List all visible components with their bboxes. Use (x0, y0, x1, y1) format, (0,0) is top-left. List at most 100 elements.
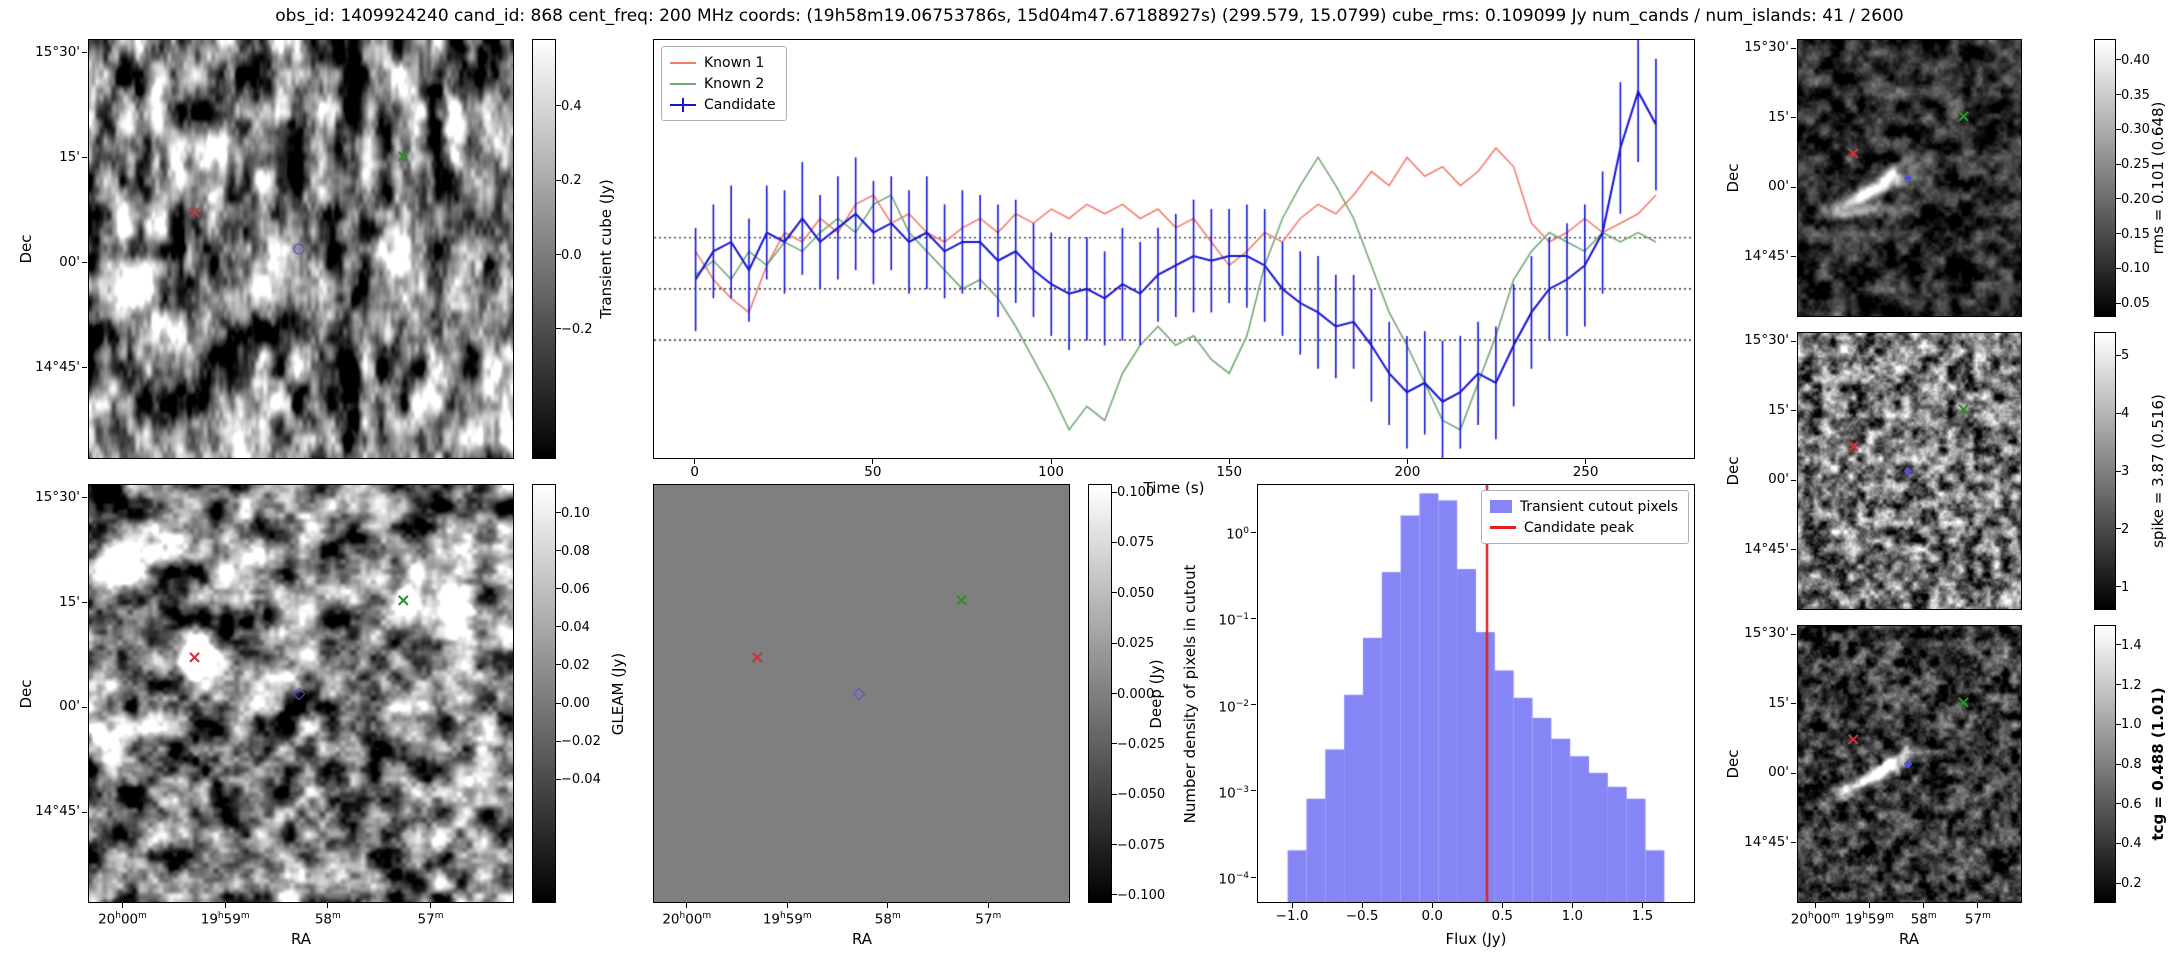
tick-label: 14°45' (35, 803, 80, 820)
gleam-colorbar (532, 484, 556, 903)
tick-label: 19h59m (1845, 911, 1894, 928)
tick-label: 14°45' (1744, 540, 1789, 557)
deep-colorbar (1088, 484, 1112, 903)
tick-label: −1.0 (1275, 908, 1309, 924)
tick-mark (1641, 903, 1643, 908)
tick-mark (82, 811, 87, 813)
tick-mark (694, 459, 696, 464)
red-x-marker: × (186, 202, 203, 224)
tick-label: 0 (690, 464, 699, 480)
histogram-plot (1258, 485, 1694, 902)
tick-label: 0.4 (2121, 836, 2142, 852)
tick-label: 15°30' (1744, 39, 1789, 56)
tick-mark (2116, 233, 2121, 235)
legend-item: Transient cutout pixels (1489, 496, 1678, 517)
tick-label: 0.04 (561, 619, 590, 635)
tick-label: 10−1 (1218, 612, 1249, 629)
tick-mark (1112, 541, 1117, 543)
tick-label: 200 (1394, 464, 1421, 480)
tcg-ra-label: RA (1898, 930, 1920, 948)
tick-mark (1251, 617, 1256, 619)
tick-label: 1.0 (2121, 717, 2142, 733)
tick-label: 100 (1226, 526, 1249, 543)
tcg-colorbar (2094, 625, 2116, 903)
candidate-marker (293, 243, 305, 255)
tick-label: 00' (1768, 764, 1789, 781)
tick-mark (1814, 903, 1816, 908)
tick-label: 15' (59, 593, 80, 610)
tick-mark (887, 903, 889, 908)
spike-colorbar (2094, 332, 2116, 610)
tick-mark (1791, 772, 1796, 774)
tick-mark (2116, 267, 2121, 269)
tick-mark (1791, 186, 1796, 188)
legend-line-swatch (670, 82, 696, 85)
tick-mark (1791, 633, 1796, 635)
tick-label: −0.025 (1117, 736, 1166, 752)
tick-label: −0.04 (561, 772, 601, 788)
gleam-ra-label: RA (290, 930, 312, 948)
tick-mark (786, 903, 788, 908)
tick-mark (1251, 704, 1256, 706)
figure-title: obs_id: 1409924240 cand_id: 868 cent_fre… (275, 6, 1904, 26)
lightcurve-legend: Known 1 Known 2 Candidate (661, 46, 787, 121)
tick-label: 0.20 (2121, 191, 2150, 207)
tick-label: 0.4 (561, 98, 582, 114)
tick-label: 15' (59, 148, 80, 165)
tick-label: 0.2 (2121, 876, 2142, 892)
red-x-marker: × (1845, 436, 1861, 458)
tick-mark (82, 157, 87, 159)
tick-label: 0.30 (2121, 122, 2150, 138)
tick-mark (556, 702, 561, 704)
tick-mark (1501, 903, 1503, 908)
tick-mark (122, 903, 123, 908)
tick-label: 0.00 (561, 696, 590, 712)
tick-mark (556, 588, 561, 590)
tick-mark (1050, 459, 1052, 464)
tick-label: 58m (1910, 911, 1937, 928)
tick-mark (1406, 459, 1408, 464)
tick-mark (82, 262, 87, 264)
tick-mark (1112, 844, 1117, 846)
tick-mark (2116, 586, 2121, 588)
tick-mark (1791, 117, 1796, 119)
tick-label: 00' (59, 253, 80, 270)
legend-patch-swatch (1489, 500, 1512, 513)
tick-mark (1251, 876, 1256, 878)
red-x-marker: × (749, 646, 765, 668)
tick-mark (1251, 531, 1256, 533)
tick-mark (556, 740, 561, 742)
tick-label: 0.40 (2121, 52, 2150, 68)
tick-mark (2116, 528, 2121, 530)
tick-mark (2116, 198, 2121, 200)
tick-label: 20h00m (98, 911, 147, 928)
tick-label: 50 (864, 464, 882, 480)
green-x-marker: × (395, 145, 411, 167)
tick-mark (1791, 47, 1796, 49)
tick-label: 0.25 (2121, 157, 2150, 173)
tick-label: 57m (1964, 911, 1991, 928)
tick-mark (1112, 793, 1117, 795)
tick-label: 20h00m (1790, 911, 1840, 928)
red-x-marker: × (186, 646, 203, 668)
tick-mark (327, 903, 329, 908)
tick-mark (1112, 693, 1117, 694)
tick-mark (82, 602, 87, 604)
histogram-panel (1257, 484, 1695, 903)
legend-line-swatch (670, 61, 696, 64)
tick-label: 19h59m (762, 911, 812, 928)
tick-mark (1585, 459, 1587, 464)
tick-mark (82, 52, 87, 54)
tick-mark (2116, 684, 2121, 686)
tick-label: 0.02 (561, 657, 590, 673)
tick-mark (556, 512, 561, 514)
tick-mark (1977, 903, 1979, 908)
tick-label: 15°30' (1744, 625, 1789, 642)
tick-mark (1112, 894, 1117, 896)
gleam-panel (88, 484, 514, 903)
legend-item: Candidate (670, 94, 776, 115)
tick-mark (1868, 903, 1870, 908)
legend-label: Transient cutout pixels (1519, 498, 1678, 515)
tick-label: 5 (2121, 348, 2130, 364)
